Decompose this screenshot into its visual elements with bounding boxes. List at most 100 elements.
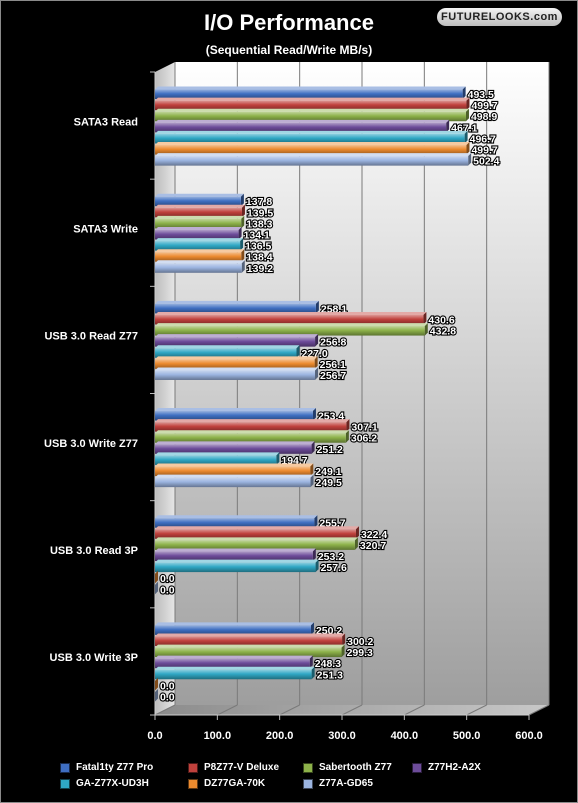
legend-item: Fatal1ty Z77 Pro [60,762,153,773]
bar-top-face [155,119,450,123]
bar-end-cap [276,452,280,465]
bar-top-face [155,130,468,134]
bar-value-label: 499.7 [471,100,497,112]
bar-top-face [155,97,470,101]
x-tick-label: 0.0 [147,730,162,742]
bar-end-cap [315,334,319,347]
bar [155,314,424,325]
x-tick-label: 100.0 [204,730,232,742]
bar-top-face [155,633,346,637]
bar [155,218,242,229]
bar [155,230,239,240]
bar-end-cap [310,622,314,635]
x-gridline-floor [217,704,238,716]
x-tick-label: 500.0 [453,730,481,742]
legend-item: GA-Z77X-UD3H [60,778,149,789]
bar-end-cap [424,323,428,336]
bar [155,111,466,122]
bar-end-cap [311,666,315,680]
futurelooks-logo: FUTURELOOKS.com [437,8,562,26]
bar-end-cap [342,633,346,646]
bar [155,658,310,669]
chart-title: I/O Performance [204,10,374,35]
legend-swatch [303,778,313,789]
bar-end-cap [155,677,158,691]
y-category-label: USB 3.0 Write Z77 [44,438,138,450]
bar-end-cap [446,119,450,133]
bar-end-cap [296,345,300,358]
bar-top-face [155,215,245,219]
bar-top-face [155,419,350,423]
bar [155,337,316,347]
bar [155,326,425,336]
bar [155,207,242,218]
bar [155,455,277,465]
bar-end-cap [238,227,242,240]
bar-value-label: 499.7 [471,145,497,157]
bar-top-face [155,559,319,563]
bar-value-label: 249.5 [316,477,342,489]
bar-top-face [155,153,472,157]
bar-end-cap [315,300,319,314]
bar-value-label: 493.5 [468,89,494,101]
bar-top-face [155,537,358,541]
bar-top-face [155,515,318,519]
bar-end-cap [241,249,245,262]
bar-value-label: 0.0 [160,691,175,703]
bar-end-cap [309,655,313,669]
bar-top-face [155,367,319,371]
legend-item: Sabertooth Z77 [303,762,392,773]
bar-top-face [155,108,469,112]
bar-end-cap [312,408,316,421]
bar-end-cap [462,86,466,100]
bar-top-face [155,526,359,530]
bar-top-face [155,655,313,659]
chart-subtitle: (Sequential Read/Write MB/s) [205,43,373,57]
legend-swatch [188,778,198,789]
bar-value-label: 299.3 [347,647,373,659]
bar-value-label: 256.8 [320,337,346,349]
bar-value-label: 251.2 [317,444,343,456]
bar-top-face [155,430,349,434]
bar [155,359,315,369]
bar [155,444,312,454]
bar-value-label: 300.2 [347,636,373,648]
bar-end-cap [354,537,358,550]
bar-value-label: 432.8 [430,326,456,338]
bar-value-label: 320.7 [360,540,386,552]
bar-top-face [155,249,245,253]
bar [155,433,346,443]
bar-end-cap [468,153,472,166]
bar-value-label: 137.8 [246,196,272,208]
bar-end-cap [240,238,244,251]
legend-swatch [303,762,313,773]
bar-top-face [155,86,466,90]
bar-value-label: 253.2 [318,551,344,563]
bar-top-face [155,408,316,412]
bar [155,529,356,539]
bar-top-face [155,463,314,467]
bar [155,422,347,432]
bar-value-label: 257.6 [321,562,347,574]
bar-end-cap [241,260,245,273]
bar [155,145,467,155]
legend-label: Z77H2-A2X [428,762,481,773]
bar-top-face [155,204,245,208]
bar-top-face [155,323,428,327]
bar-value-label: 248.3 [315,658,341,670]
legend-label: Z77A-GD65 [319,778,373,789]
x-gridline-floor [279,704,300,716]
bar-end-cap [466,97,470,111]
bar-top-face [155,238,244,242]
bar-top-face [155,666,315,670]
bar [155,252,242,262]
bar [155,89,463,100]
bar-top-face [155,142,470,146]
bar-top-face [155,193,244,197]
bar-end-cap [464,130,468,144]
bar-end-cap [341,644,345,658]
bar-end-cap [315,367,319,380]
bar [155,122,447,133]
bar-end-cap [314,356,318,369]
